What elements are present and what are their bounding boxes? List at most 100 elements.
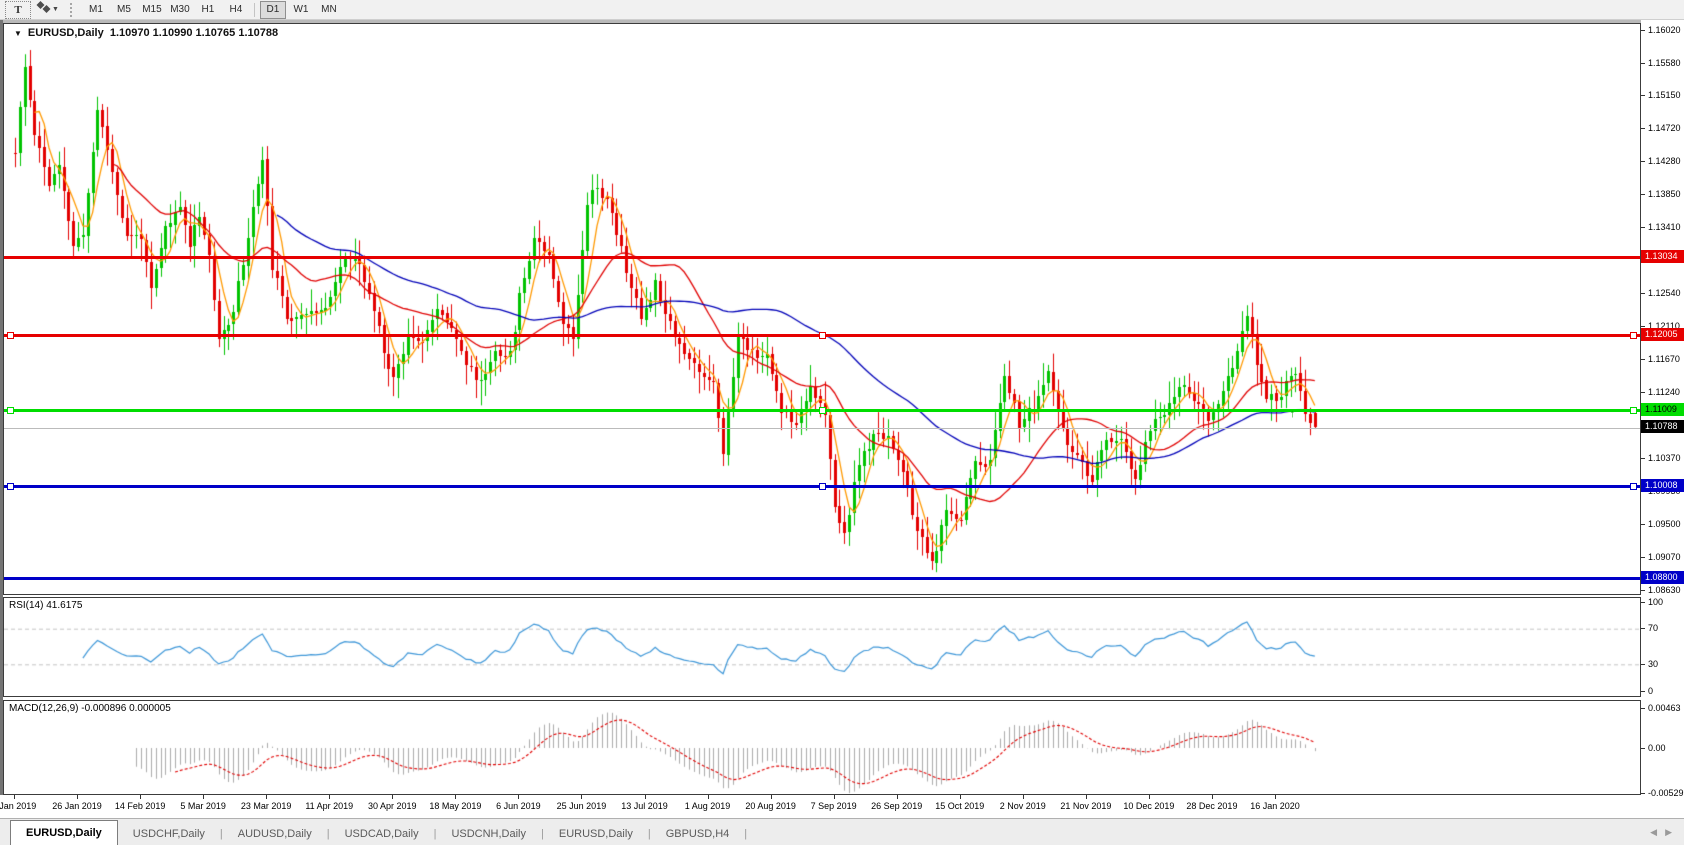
date-label: 30 Apr 2019 bbox=[368, 801, 417, 811]
price-tick-mark bbox=[1641, 325, 1645, 327]
hline-handle[interactable] bbox=[819, 407, 826, 415]
tab-separator: | bbox=[744, 828, 748, 840]
tab-separator: | bbox=[433, 828, 437, 840]
price-tick-label: 1.12540 bbox=[1648, 288, 1681, 299]
price-tick-label: 1.11670 bbox=[1648, 354, 1680, 365]
main-chart-pane[interactable]: ▼ EURUSD,Daily 1.10970 1.10990 1.10765 1.… bbox=[3, 23, 1641, 595]
date-label: 15 Oct 2019 bbox=[935, 801, 985, 811]
timeframe-button-D1[interactable]: D1 bbox=[259, 0, 286, 19]
price-tick-label: 1.11240 bbox=[1648, 386, 1680, 397]
date-tick-mark bbox=[770, 795, 772, 799]
hline-handle[interactable] bbox=[7, 407, 14, 415]
arrows-tool-button[interactable]: ▼ bbox=[33, 0, 64, 19]
price-tick-mark bbox=[1641, 227, 1645, 229]
price-tick-mark bbox=[1641, 589, 1645, 591]
rsi-pane[interactable]: RSI(14) 41.6175 bbox=[3, 597, 1641, 697]
date-tick-mark bbox=[707, 795, 709, 799]
toolbar-separator bbox=[253, 2, 255, 17]
symbol-dropdown-icon[interactable]: ▼ bbox=[14, 29, 22, 38]
chart-title: ▼ EURUSD,Daily 1.10970 1.10990 1.10765 1.… bbox=[14, 27, 278, 39]
price-tick-mark bbox=[1641, 391, 1645, 393]
hline-handle[interactable] bbox=[819, 483, 826, 491]
date-label: 23 Mar 2019 bbox=[240, 801, 292, 811]
macd-pane[interactable]: MACD(12,26,9) -0.000896 0.000005 bbox=[3, 700, 1641, 795]
price-axis[interactable]: 1.16020 1.15580 1.15150 1.14720 1.14280 1.138… bbox=[1641, 20, 1684, 818]
price-line-label-1.13034: 1.13034 bbox=[1641, 249, 1684, 263]
tab-AUDUSD-Daily-2[interactable]: AUDUSD,Daily bbox=[237, 828, 312, 840]
tab-USDCHF-Daily-1[interactable]: USDCHF,Daily bbox=[132, 828, 205, 840]
hline-handle[interactable] bbox=[819, 331, 826, 339]
arrows-tool-icon bbox=[36, 0, 51, 19]
date-label: 25 Jun 2019 bbox=[556, 801, 607, 811]
hline-handle[interactable] bbox=[7, 331, 14, 339]
timeframe-button-H4[interactable]: H4 bbox=[229, 4, 243, 15]
price-tick-mark bbox=[1641, 29, 1645, 31]
date-label: 28 Dec 2019 bbox=[1186, 801, 1238, 811]
tab-scroll-right-icon[interactable]: ▶ bbox=[1665, 827, 1680, 837]
timeframe-button-W1[interactable]: W1 bbox=[293, 4, 309, 15]
date-tick-mark bbox=[140, 795, 142, 799]
timeframe-button-M5[interactable]: M5 bbox=[116, 4, 131, 15]
tab-EURUSD-Daily-0[interactable]: EURUSD,Daily bbox=[10, 820, 118, 845]
hline-handle[interactable] bbox=[1630, 483, 1637, 491]
timeframe-button-M15[interactable]: M15 bbox=[142, 4, 162, 15]
tab-GBPUSD-H4-6[interactable]: GBPUSD,H4 bbox=[665, 828, 730, 840]
tab-EURUSD-Daily-5[interactable]: EURUSD,Daily bbox=[558, 828, 633, 840]
main-chart-canvas[interactable] bbox=[4, 24, 1640, 594]
chart-title-high: 1.10990 bbox=[152, 27, 193, 39]
hline-handle[interactable] bbox=[7, 483, 14, 491]
timeframe-button-M1[interactable]: M1 bbox=[88, 4, 103, 15]
tab-separator: | bbox=[219, 828, 223, 840]
tab-scroll-left-icon[interactable]: ◀ bbox=[1650, 827, 1666, 837]
rsi-canvas[interactable] bbox=[4, 598, 1640, 696]
current-price-line bbox=[4, 427, 1640, 429]
rsi-tick-mark bbox=[1641, 628, 1645, 630]
timeframe-button-MN[interactable]: MN bbox=[321, 4, 337, 15]
tab-separator: | bbox=[647, 828, 651, 840]
date-label: 26 Sep 2019 bbox=[871, 801, 923, 811]
date-label: 7 Sep 2019 bbox=[810, 801, 857, 811]
text-tool-button[interactable]: T bbox=[5, 0, 31, 19]
date-tick-mark bbox=[896, 795, 898, 799]
toolbar-grip[interactable] bbox=[69, 2, 76, 17]
hline-handle[interactable] bbox=[1630, 331, 1637, 339]
date-tick-mark bbox=[77, 795, 79, 799]
price-tick-label: 1.09500 bbox=[1648, 518, 1681, 529]
price-tick-mark bbox=[1641, 556, 1645, 558]
tab-USDCNH-Daily-4[interactable]: USDCNH,Daily bbox=[451, 828, 526, 840]
date-label: 11 Apr 2019 bbox=[305, 801, 354, 811]
price-tick-mark bbox=[1641, 457, 1645, 459]
rsi-tick-label: 70 bbox=[1648, 623, 1659, 634]
macd-canvas[interactable] bbox=[4, 701, 1640, 794]
date-tick-mark bbox=[959, 795, 961, 799]
hline-1.13034[interactable] bbox=[4, 255, 1640, 259]
price-tick-label: 1.10370 bbox=[1648, 452, 1681, 463]
chart-title-symbol: EURUSD,Daily bbox=[27, 27, 104, 39]
current-price-label: 1.10788 bbox=[1641, 420, 1684, 434]
hline-handle[interactable] bbox=[1630, 407, 1637, 415]
rsi-label: RSI(14) 41.6175 bbox=[9, 600, 83, 611]
date-tick-mark bbox=[1148, 795, 1150, 799]
tab-USDCAD-Daily-3[interactable]: USDCAD,Daily bbox=[344, 828, 419, 840]
date-tick-mark bbox=[1275, 795, 1276, 799]
macd-tick-label: 0.00463 bbox=[1648, 702, 1681, 713]
chart-tab-bar: EURUSD,Daily USDCHF,Daily | AUDUSD,Daily | US… bbox=[0, 818, 1684, 845]
date-label: 2 Nov 2019 bbox=[999, 801, 1046, 811]
price-tick-label: 1.16020 bbox=[1648, 24, 1681, 35]
date-tick-mark bbox=[455, 795, 457, 799]
macd-tick-label: -0.005299 bbox=[1648, 788, 1684, 799]
rsi-tick-label: 0 bbox=[1648, 685, 1654, 696]
date-tick-mark bbox=[1211, 795, 1213, 799]
up-arrow-marker[interactable]: ↑ bbox=[1289, 407, 1296, 420]
chevron-down-icon[interactable]: ▼ bbox=[52, 6, 59, 13]
date-tick-mark bbox=[203, 795, 205, 799]
price-tick-label: 1.14720 bbox=[1648, 123, 1681, 134]
timeframe-button-H1[interactable]: H1 bbox=[201, 4, 215, 15]
timeframe-button-M30[interactable]: M30 bbox=[170, 4, 190, 15]
hline-1.08800[interactable] bbox=[4, 576, 1640, 580]
chart-title-close: 1.10788 bbox=[238, 27, 279, 39]
price-tick-mark bbox=[1641, 161, 1645, 163]
date-axis[interactable]: 8 Jan 2019 26 Jan 2019 14 Feb 2019 5 Mar 20… bbox=[0, 795, 1641, 818]
date-label: 16 Jan 2020 bbox=[1250, 801, 1300, 811]
tab-separator: | bbox=[326, 828, 330, 840]
